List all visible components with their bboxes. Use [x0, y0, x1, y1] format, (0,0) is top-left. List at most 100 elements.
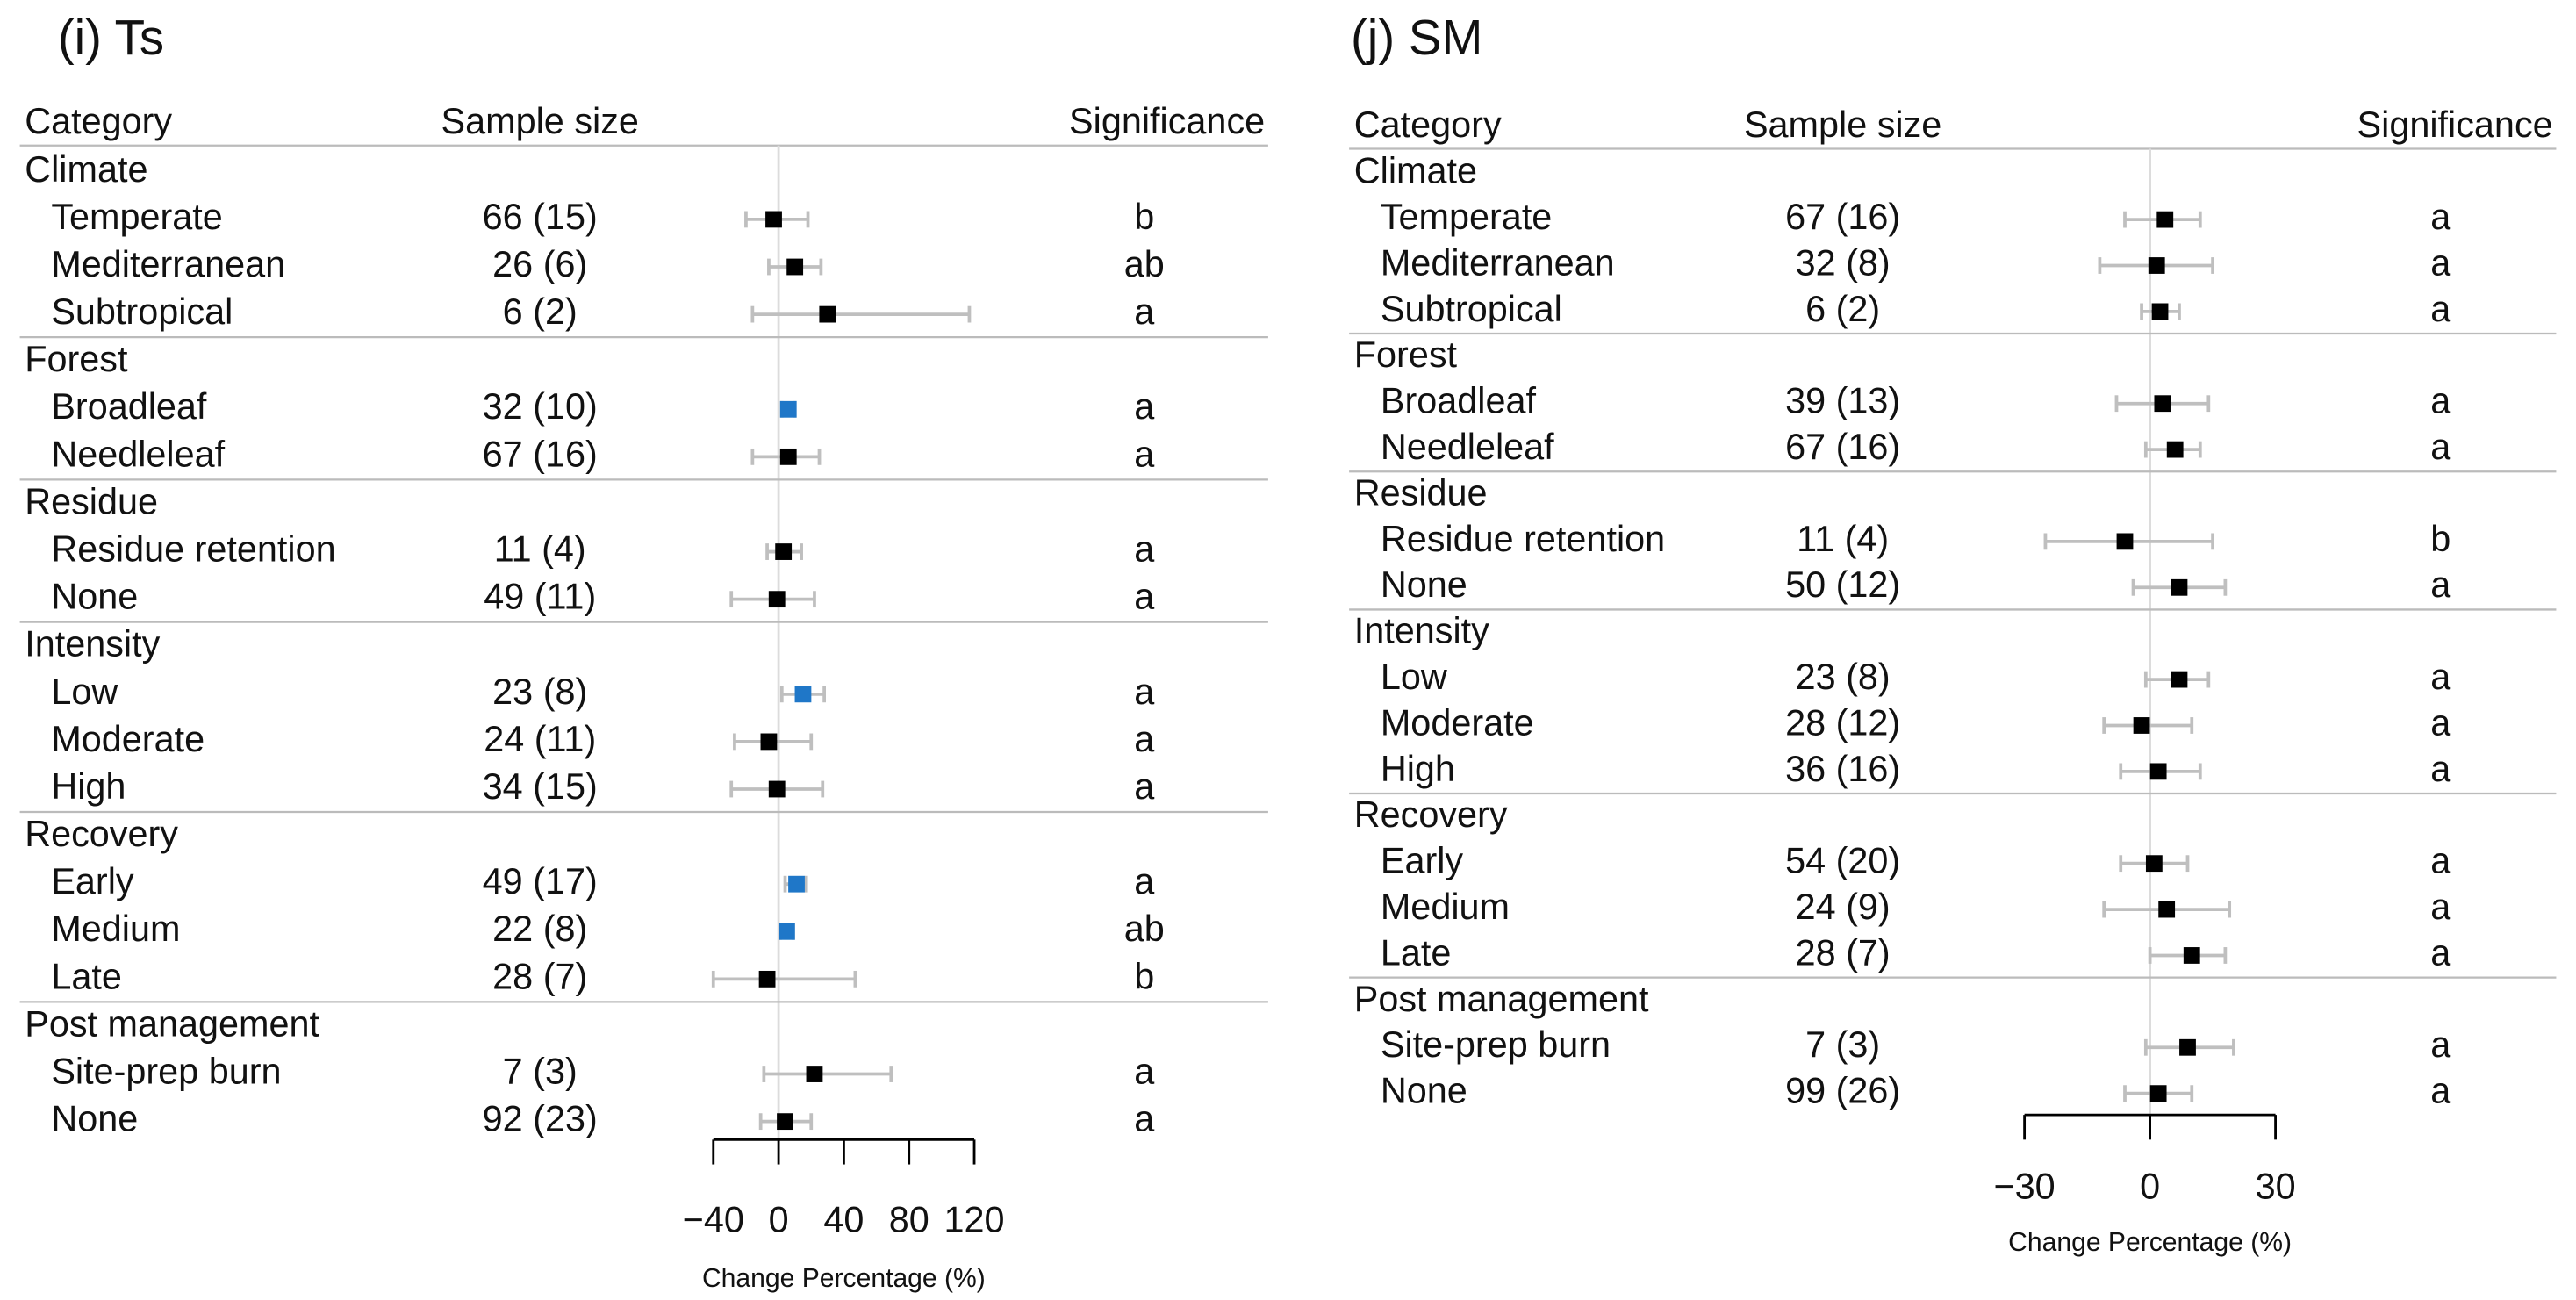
- sample-size: 6 (2): [503, 291, 578, 332]
- point-estimate: [760, 733, 778, 751]
- significance: b: [2430, 519, 2450, 559]
- point-estimate: [758, 970, 776, 988]
- significance: a: [2430, 932, 2451, 973]
- category-label: None: [1381, 1071, 1467, 1111]
- category-label: Early: [51, 861, 134, 901]
- significance: a: [2430, 702, 2451, 743]
- category-label: None: [51, 1099, 138, 1139]
- point-estimate: [2151, 303, 2169, 320]
- sample-size: 67 (16): [483, 434, 598, 474]
- group-label: Intensity: [25, 624, 160, 664]
- point-estimate: [768, 780, 786, 798]
- column-header: Category: [25, 101, 172, 141]
- panel-title: (i) Ts: [58, 10, 164, 65]
- sample-size: 23 (8): [1796, 657, 1891, 697]
- x-axis-label: Change Percentage (%): [702, 1264, 986, 1293]
- point-estimate: [786, 258, 804, 276]
- x-tick-label: 40: [823, 1199, 864, 1239]
- point-estimate: [768, 591, 786, 608]
- group-label: Climate: [1354, 151, 1477, 191]
- category-label: Low: [1381, 657, 1447, 697]
- category-label: Subtropical: [51, 291, 233, 332]
- column-header: Sample size: [1744, 104, 1941, 145]
- point-estimate: [819, 305, 836, 323]
- x-tick-label: 0: [2140, 1167, 2160, 1207]
- point-estimate: [2149, 763, 2167, 780]
- sample-size: 67 (16): [1785, 427, 1900, 467]
- point-estimate: [806, 1066, 823, 1082]
- point-estimate: [2133, 717, 2150, 734]
- significance: a: [2430, 197, 2451, 237]
- group-label: Post management: [25, 1003, 319, 1044]
- sample-size: 67 (16): [1785, 197, 1900, 237]
- sample-size: 32 (8): [1796, 242, 1891, 283]
- x-tick-label: 30: [2256, 1167, 2296, 1207]
- sample-size: 66 (15): [483, 197, 598, 237]
- sample-size: 7 (3): [1805, 1024, 1880, 1065]
- significance: a: [1134, 577, 1155, 617]
- sample-size: 22 (8): [492, 909, 587, 949]
- significance: a: [2430, 841, 2451, 881]
- significance: b: [1134, 956, 1154, 996]
- sample-size: 49 (11): [484, 577, 596, 617]
- sample-size: 32 (10): [483, 386, 598, 427]
- category-label: Mediterranean: [1381, 242, 1615, 283]
- point-estimate: [788, 875, 805, 893]
- significance: a: [2430, 242, 2451, 283]
- significance: a: [1134, 291, 1155, 332]
- point-estimate: [2171, 578, 2188, 596]
- category-label: Moderate: [51, 719, 205, 759]
- point-estimate: [2179, 1038, 2196, 1056]
- panel-title: (j) SM: [1351, 10, 1482, 65]
- group-label: Recovery: [25, 814, 178, 854]
- sample-size: 11 (4): [1797, 519, 1889, 559]
- category-label: Medium: [51, 909, 180, 949]
- point-estimate: [2149, 1085, 2167, 1102]
- x-tick-label: 80: [889, 1199, 929, 1239]
- x-tick-label: −30: [1994, 1167, 2056, 1207]
- group-label: Intensity: [1354, 611, 1489, 651]
- category-label: Residue retention: [1381, 519, 1665, 559]
- significance: a: [2430, 657, 2451, 697]
- significance: a: [1134, 1051, 1155, 1091]
- category-label: Site-prep burn: [51, 1051, 281, 1091]
- category-label: Mediterranean: [51, 244, 285, 284]
- sample-size: 50 (12): [1785, 564, 1900, 605]
- significance: ab: [1124, 244, 1165, 284]
- point-estimate: [2171, 671, 2188, 688]
- sample-size: 28 (7): [1796, 932, 1891, 973]
- category-label: Subtropical: [1381, 289, 1562, 329]
- point-estimate: [779, 448, 797, 465]
- significance: ab: [1124, 909, 1165, 949]
- category-label: High: [51, 766, 126, 807]
- sample-size: 24 (9): [1796, 887, 1891, 927]
- point-estimate: [779, 400, 797, 418]
- group-label: Recovery: [1354, 794, 1508, 835]
- significance: a: [2430, 749, 2451, 789]
- point-estimate: [2116, 533, 2134, 550]
- category-label: Broadleaf: [51, 386, 207, 427]
- group-label: Post management: [1354, 979, 1649, 1019]
- category-label: High: [1381, 749, 1455, 789]
- sample-size: 99 (26): [1785, 1071, 1900, 1111]
- x-tick-label: 120: [944, 1199, 1005, 1239]
- point-estimate: [778, 923, 795, 940]
- column-header: Sample size: [441, 101, 639, 141]
- sample-size: 11 (4): [494, 528, 586, 569]
- group-label: Climate: [25, 149, 147, 190]
- significance: a: [1134, 672, 1155, 712]
- significance: a: [2430, 289, 2451, 329]
- x-tick-label: 0: [769, 1199, 789, 1239]
- category-label: Needleleaf: [1381, 427, 1554, 467]
- sample-size: 54 (20): [1785, 841, 1900, 881]
- sample-size: 28 (12): [1785, 702, 1900, 743]
- category-label: Late: [51, 956, 122, 996]
- column-header: Significance: [2357, 104, 2553, 145]
- point-estimate: [775, 543, 793, 560]
- point-estimate: [2158, 901, 2176, 918]
- point-estimate: [2156, 211, 2174, 228]
- sample-size: 7 (3): [503, 1051, 578, 1091]
- group-label: Residue: [1354, 472, 1488, 513]
